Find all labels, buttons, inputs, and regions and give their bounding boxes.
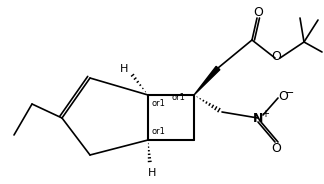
Text: N: N — [253, 112, 263, 125]
Text: H: H — [120, 64, 128, 74]
Text: or1: or1 — [151, 98, 165, 107]
Text: −: − — [285, 88, 295, 98]
Text: O: O — [253, 6, 263, 19]
Text: O: O — [278, 91, 288, 103]
Text: O: O — [271, 142, 281, 155]
Text: or1: or1 — [172, 93, 186, 102]
Text: or1: or1 — [151, 128, 165, 137]
Text: +: + — [261, 109, 269, 119]
Text: O: O — [271, 50, 281, 63]
Polygon shape — [194, 66, 220, 95]
Text: H: H — [148, 168, 156, 178]
